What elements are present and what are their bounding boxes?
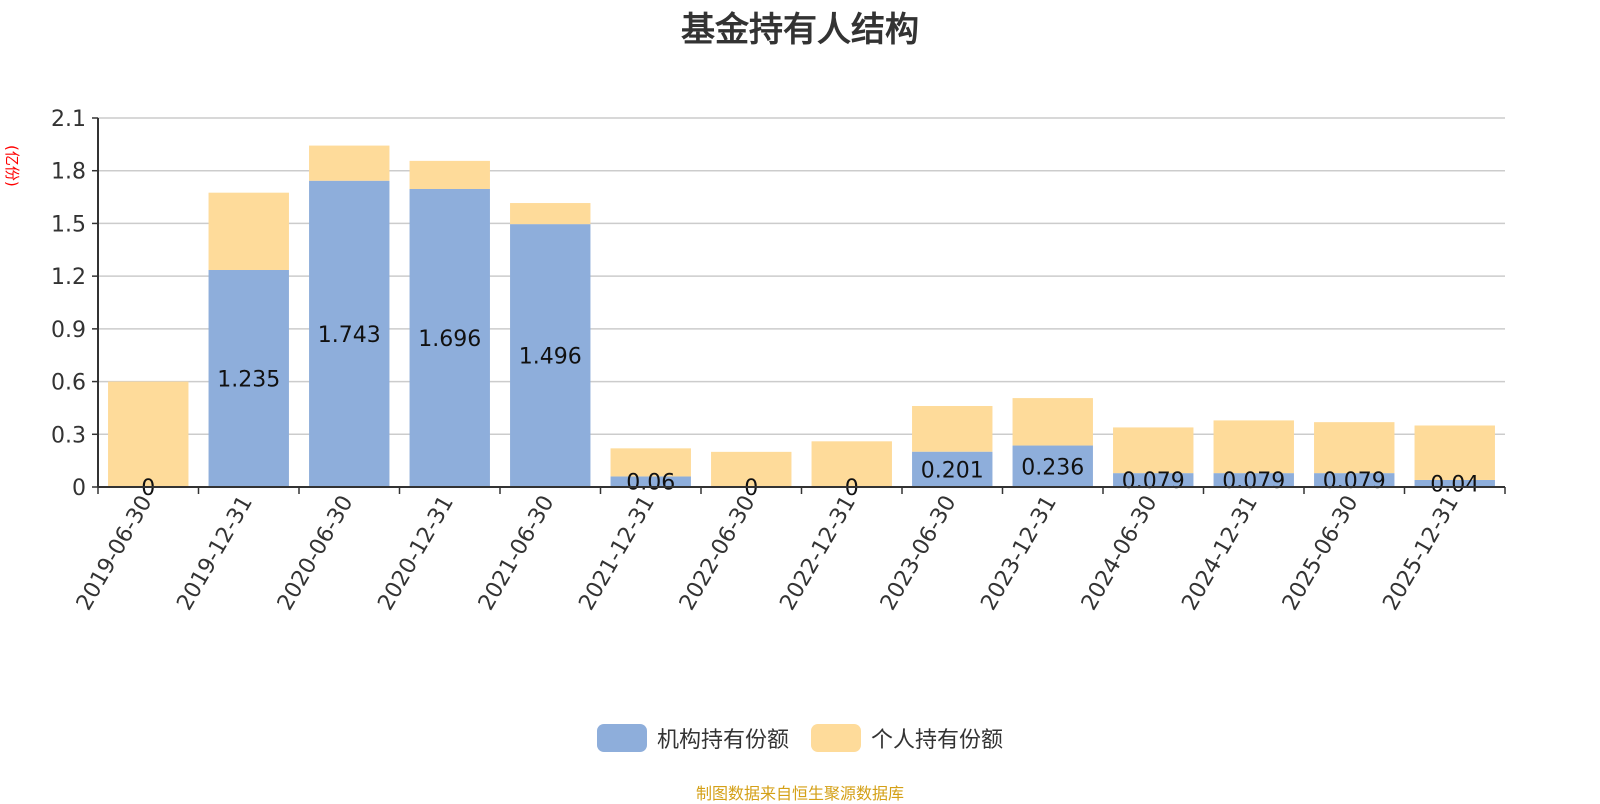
x-tick-label: 2023-12-31 (976, 492, 1062, 615)
bar-individual (610, 448, 691, 477)
data-label: 1.235 (217, 367, 280, 392)
data-label: 0.079 (1122, 469, 1185, 494)
x-tick-label: 2021-06-30 (474, 492, 560, 615)
data-label: 0 (845, 476, 859, 501)
bar-institutional (208, 269, 289, 487)
data-label: 0 (141, 476, 155, 501)
bar-individual (711, 451, 792, 487)
x-tick-label: 2022-06-30 (675, 492, 761, 615)
x-tick-label: 2025-12-31 (1378, 492, 1464, 615)
x-tick-label: 2023-06-30 (876, 492, 962, 615)
y-tick-label: 1.8 (51, 160, 86, 185)
bar-institutional (1314, 473, 1395, 487)
x-tick-label: 2025-06-30 (1278, 492, 1364, 615)
data-label: 0.079 (1323, 469, 1386, 494)
legend-item-institutional[interactable]: 机构持有份额 (596, 722, 789, 754)
x-tick-label: 2019-12-31 (172, 492, 258, 615)
x-tick-label: 2024-06-30 (1077, 492, 1163, 615)
x-tick-label: 2024-12-31 (1177, 492, 1263, 615)
x-tick-label: 2020-06-30 (273, 492, 359, 615)
y-tick-label: 0.3 (51, 423, 86, 448)
bar-individual (208, 192, 289, 270)
y-tick-label: 1.2 (51, 265, 86, 290)
chart-title: 基金持有人结构 (681, 10, 919, 50)
data-source-note: 制图数据来自恒生聚源数据库 (695, 784, 904, 803)
bar-institutional (409, 188, 490, 487)
legend-swatch-institutional (596, 724, 647, 752)
bar-institutional (610, 476, 691, 487)
bar-individual (510, 203, 591, 225)
legend-swatch-individual (811, 724, 861, 752)
bar-individual (1113, 427, 1194, 474)
y-tick-label: 0.9 (51, 318, 86, 343)
x-tick-label: 2019-06-30 (72, 492, 158, 615)
bar-institutional (912, 451, 993, 487)
bar-individual (1012, 398, 1093, 446)
data-label: 1.743 (318, 323, 381, 348)
legend-label-individual: 个人持有份额 (871, 728, 1004, 753)
legend: 机构持有份额 个人持有份额 (0, 722, 1600, 754)
bar-institutional (309, 180, 390, 488)
bar-institutional (1012, 445, 1093, 487)
bar-individual (108, 381, 189, 487)
x-tick-label: 2020-12-31 (373, 492, 459, 615)
bar-individual (1414, 425, 1495, 480)
data-label: 1.696 (418, 327, 481, 352)
x-tick-label: 2021-12-31 (574, 492, 660, 615)
bar-individual (309, 145, 390, 181)
y-tick-label: 2.1 (51, 107, 86, 132)
data-label: 1.496 (519, 345, 582, 370)
bar-institutional (1213, 473, 1294, 487)
bar-individual (409, 160, 490, 189)
bar-institutional (1414, 479, 1495, 487)
bar-individual (1314, 422, 1395, 474)
y-tick-label: 0.6 (51, 371, 86, 396)
legend-item-individual[interactable]: 个人持有份额 (811, 722, 1003, 754)
x-tick-label: 2022-12-31 (775, 492, 861, 615)
y-tick-label: 1.5 (51, 212, 86, 237)
data-label: 0.236 (1021, 455, 1084, 480)
bar-individual (811, 441, 892, 487)
data-label: 0.06 (626, 471, 675, 496)
y-tick-label: 0 (72, 476, 86, 501)
data-label: 0.04 (1430, 472, 1479, 497)
bar-institutional (510, 224, 591, 488)
legend-label-institutional: 机构持有份额 (656, 728, 789, 753)
data-label: 0 (744, 476, 758, 501)
bar-individual (912, 405, 993, 452)
data-label: 0.201 (921, 458, 984, 483)
bar-institutional (1113, 473, 1194, 487)
data-label: 0.079 (1222, 469, 1285, 494)
bar-individual (1213, 420, 1294, 474)
